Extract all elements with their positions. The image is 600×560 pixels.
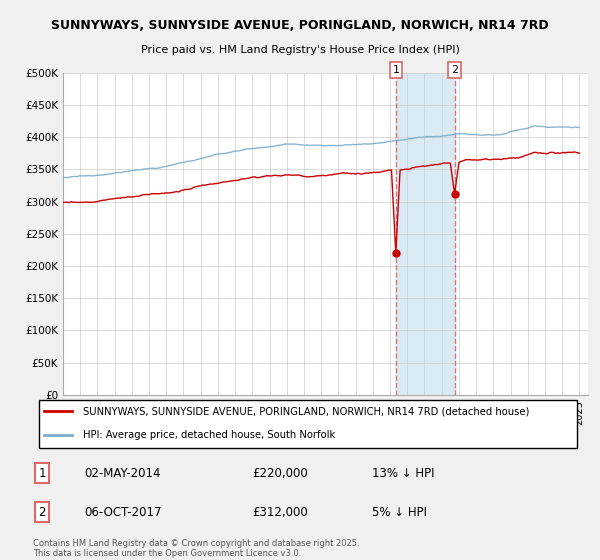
Text: HPI: Average price, detached house, South Norfolk: HPI: Average price, detached house, Sout…: [83, 430, 335, 440]
Text: Contains HM Land Registry data © Crown copyright and database right 2025.
This d: Contains HM Land Registry data © Crown c…: [33, 539, 359, 558]
Text: 13% ↓ HPI: 13% ↓ HPI: [372, 466, 434, 480]
Text: 2: 2: [451, 65, 458, 75]
Text: SUNNYWAYS, SUNNYSIDE AVENUE, PORINGLAND, NORWICH, NR14 7RD (detached house): SUNNYWAYS, SUNNYSIDE AVENUE, PORINGLAND,…: [83, 407, 529, 417]
Text: 5% ↓ HPI: 5% ↓ HPI: [372, 506, 427, 519]
Text: £220,000: £220,000: [252, 466, 308, 480]
Text: 06-OCT-2017: 06-OCT-2017: [84, 506, 161, 519]
FancyBboxPatch shape: [38, 400, 577, 448]
Text: Price paid vs. HM Land Registry's House Price Index (HPI): Price paid vs. HM Land Registry's House …: [140, 45, 460, 55]
Text: 02-MAY-2014: 02-MAY-2014: [84, 466, 161, 480]
Text: £312,000: £312,000: [252, 506, 308, 519]
Text: 1: 1: [38, 466, 46, 480]
Text: 1: 1: [392, 65, 400, 75]
Text: 2: 2: [38, 506, 46, 519]
Text: SUNNYWAYS, SUNNYSIDE AVENUE, PORINGLAND, NORWICH, NR14 7RD: SUNNYWAYS, SUNNYSIDE AVENUE, PORINGLAND,…: [51, 18, 549, 32]
Bar: [396, 73, 455, 395]
